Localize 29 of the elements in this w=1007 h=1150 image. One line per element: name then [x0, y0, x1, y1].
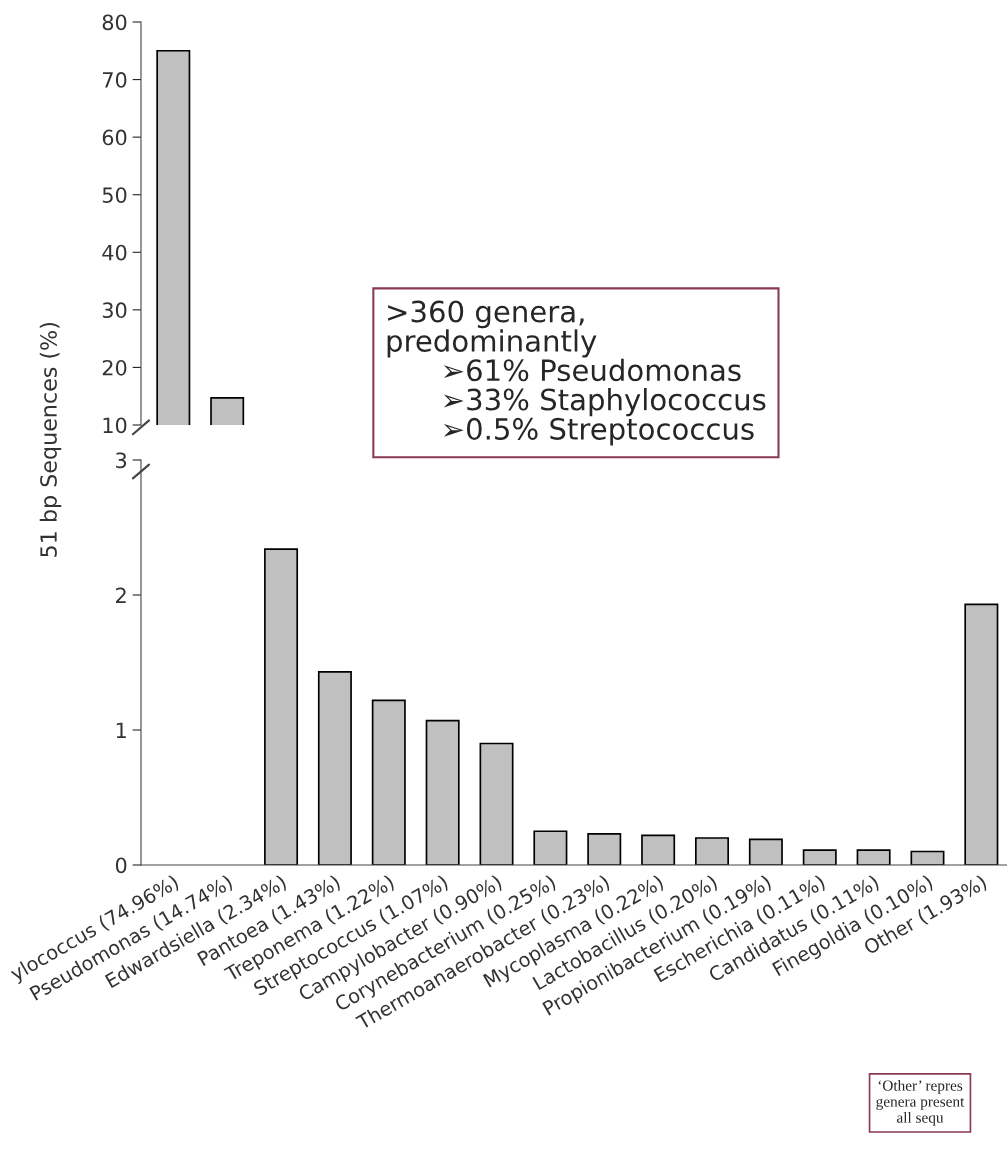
- bar: [264, 548, 299, 865]
- bar: [748, 838, 783, 865]
- y-tick-label: 60: [102, 129, 127, 146]
- bar: [910, 850, 945, 865]
- text: >360 genera, predominantly ➢61% Pseudomonas ➢33% Staphylococcus ➢0.5% Streptococcus: [387, 300, 766, 446]
- bar: [964, 603, 999, 865]
- y-tick-label: 2: [116, 587, 126, 603]
- bar: [317, 671, 352, 865]
- y-tick-label: 20: [102, 359, 127, 376]
- y-tick-label: 10: [103, 417, 127, 434]
- y-tick-label: 70: [102, 72, 127, 88]
- y-tick-label: 30: [102, 302, 127, 319]
- y-tick-label: 40: [102, 244, 127, 261]
- bar: [587, 833, 622, 865]
- bar: [371, 699, 406, 865]
- bar: [856, 849, 891, 865]
- y-tick-label: 80: [102, 14, 127, 31]
- y-tick-label: 1: [116, 722, 126, 738]
- y-tick-label: 3: [116, 452, 127, 469]
- bar: [802, 849, 837, 865]
- text: ‘Other’ repres genera present all sequ: [876, 1080, 965, 1126]
- bar: [641, 834, 676, 865]
- y-tick-label: 50: [102, 187, 127, 203]
- bar: [533, 830, 568, 865]
- y-tick-label: 0: [115, 857, 127, 874]
- y-axis-title: 51 bp Sequences (%): [39, 323, 62, 557]
- bar: [695, 837, 729, 865]
- bar: [479, 742, 514, 865]
- bar: [425, 719, 460, 865]
